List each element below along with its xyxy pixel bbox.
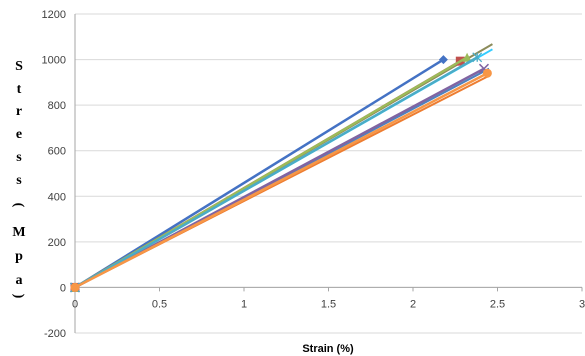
diamond-marker: [438, 55, 448, 65]
series-line: [74, 72, 488, 289]
x-tick-labels: 0 0.5 1 1.5 2 2.5 3: [72, 298, 585, 310]
x-marker: [478, 63, 490, 74]
x-tick-label: 0.5: [152, 298, 167, 310]
y-tick-label: 600: [48, 146, 66, 158]
y-axis-label-char: (: [11, 203, 26, 208]
series-group: [70, 68, 492, 292]
y-axis-label-char: e: [16, 127, 22, 142]
y-axis-label-char: a: [16, 273, 23, 288]
y-axis-label-char: s: [16, 173, 22, 188]
series-line: [74, 56, 478, 289]
gridlines: [75, 13, 582, 334]
y-tick-label: 400: [48, 191, 66, 203]
y-axis-label-char: r: [16, 104, 22, 119]
y-tick-label: 0: [60, 282, 66, 294]
y-tick-label: 1000: [42, 55, 66, 67]
x-tick-label: 1.5: [321, 298, 336, 310]
x-tick-label: 3: [579, 298, 585, 310]
y-axis-label-char: p: [15, 249, 23, 264]
x-tick-label: 1: [241, 298, 247, 310]
circle-marker: [70, 282, 80, 292]
y-tick-label: 200: [48, 237, 66, 249]
y-axis-label-char: ): [11, 294, 26, 299]
x-tick-label: 2: [410, 298, 416, 310]
triangle-marker: [462, 52, 472, 62]
series-group: [70, 52, 483, 293]
circle-marker: [482, 68, 492, 78]
data-series: [69, 52, 492, 293]
y-axis-label-char: t: [17, 82, 22, 97]
x-axis-label: Strain (%): [302, 343, 354, 355]
y-tick-labels: -200 0 200 400 600 800 1000 1200: [42, 9, 66, 340]
y-tick-label: -200: [44, 328, 66, 340]
series-line: [74, 58, 445, 289]
y-axis-label-char: S: [15, 59, 23, 74]
y-axis-label-char: M: [12, 225, 25, 240]
x-tick-label: 2.5: [490, 298, 505, 310]
y-axis-label-char: s: [16, 150, 22, 165]
y-tick-label: 1200: [42, 9, 66, 21]
axes: [74, 14, 583, 333]
x-tick-label: 0: [72, 298, 78, 310]
y-tick-label: 800: [48, 100, 66, 112]
